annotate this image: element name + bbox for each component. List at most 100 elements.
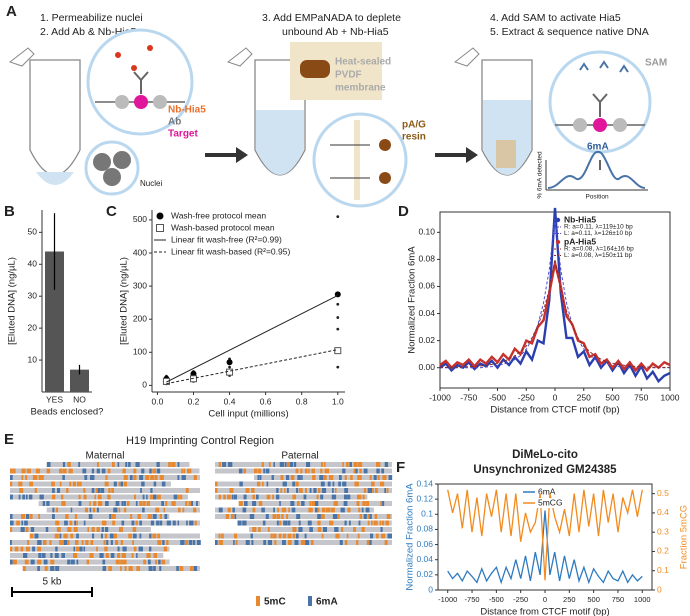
bar [45,251,64,392]
read-call [384,462,389,467]
read-call [10,546,13,552]
read-call [76,559,79,565]
bead [379,172,391,184]
read-call [111,488,115,493]
read-call [37,566,40,571]
x-tick-label: 0.6 [260,396,272,406]
read-call [126,501,130,506]
read-call [227,507,231,513]
read-call [51,481,55,487]
read-call [353,527,356,532]
read-call [233,540,235,545]
read-call [55,520,60,526]
panel-label: B [4,203,15,220]
read-call [374,514,378,519]
read-call [181,475,186,480]
read-call [156,468,161,474]
read-call [265,468,270,474]
read-call [102,559,106,565]
read-call [155,559,158,565]
read-call [96,507,99,513]
read-call [106,540,109,545]
tube-1 [8,28,194,196]
read-call [185,540,189,545]
read-call [372,488,374,493]
read-call [75,546,80,552]
read-call [382,475,387,480]
read-call [100,488,105,493]
read-call [384,488,387,493]
read-call [354,481,359,487]
read-call [62,468,67,474]
y2-axis-label: Fraction 5mCG [679,505,690,569]
read-call [133,468,137,474]
x-tick-label: 0.2 [188,396,200,406]
y2-tick-label: 0 [657,584,662,594]
read-call [166,520,171,526]
read-call [22,566,26,571]
read-call [188,540,193,545]
label: Target [168,129,198,140]
read-call [261,507,265,513]
read-call [230,514,235,519]
tube-3 [453,47,652,191]
read-call [356,540,359,545]
read-call [156,494,161,500]
tube-lid [453,47,480,67]
read-call [101,520,107,526]
target [593,118,607,132]
legend-box [521,498,569,508]
tube [29,59,81,176]
read-call [386,488,389,493]
read-call [189,566,193,571]
data-line [439,207,671,384]
read-call [293,462,297,467]
read-call [384,540,388,545]
read-call [188,501,191,506]
x-tick-label: -750 [460,392,477,402]
label: PVDF [335,70,362,81]
read-call [332,514,338,519]
read-call [72,481,76,487]
read-call [137,514,141,519]
y-tick-label: 0.10 [418,227,435,237]
read-call [272,533,277,539]
read-call [272,494,275,500]
y-tick-label: 40 [28,259,38,269]
read-call [10,494,13,500]
read-call [320,481,325,487]
read-call [94,494,97,500]
read-call [292,481,296,487]
read-call [194,520,197,526]
legend-marker [555,217,561,223]
read-call [282,533,287,539]
read-call [91,468,95,474]
read [10,546,170,552]
read-call [122,559,127,565]
read-call [284,488,286,493]
read-call [122,468,126,474]
read-call [317,527,322,532]
read-call [25,494,28,500]
read-call [123,475,128,480]
read-call [379,520,382,526]
y-tick-label: 0.02 [416,569,433,579]
read-call [339,540,343,545]
read-call [118,527,124,532]
read-call [177,520,180,526]
read-call [343,501,348,506]
read [215,468,392,474]
read-call [252,507,256,513]
legend-swatch [308,596,312,606]
read-call [290,501,295,506]
read-call [157,540,162,545]
read-call [288,507,290,513]
read-call [10,527,13,532]
read-call [233,533,238,539]
membrane [354,120,360,200]
read-call [96,468,100,474]
read-call [81,540,84,545]
legend-label: 5mC [264,597,286,608]
read-call [355,468,358,474]
group-label: Paternal [281,451,318,462]
